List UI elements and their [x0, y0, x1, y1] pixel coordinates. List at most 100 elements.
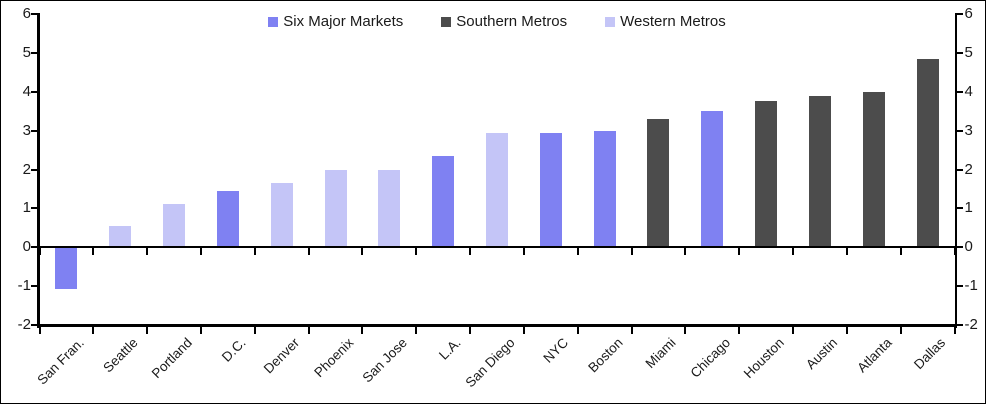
x-label-miami: Miami	[643, 335, 680, 372]
y-label-left-4: 4	[22, 82, 31, 100]
bar-houston	[755, 101, 778, 248]
x-tick-bottom-12	[684, 327, 687, 334]
legend-swatch-icon	[605, 16, 616, 27]
x-label-nyc: NYC	[540, 335, 572, 366]
x-tick-bottom-5	[307, 327, 310, 334]
x-label-chicago: Chicago	[687, 335, 733, 381]
x-tick-zero-11	[630, 248, 633, 256]
bar-boston	[593, 130, 616, 248]
x-tick-zero-6	[361, 248, 364, 256]
x-tick-zero-16	[899, 248, 902, 256]
y-tick-left-5	[30, 51, 37, 54]
x-label-san-diego: San Diego	[462, 335, 518, 391]
y-tick-left--1	[30, 285, 37, 288]
y-tick-right-5	[956, 51, 963, 54]
y-label-right--1: -1	[964, 277, 978, 295]
x-label-houston: Houston	[740, 335, 787, 382]
y-label-right-6: 6	[964, 5, 973, 22]
y-label-right-0: 0	[964, 238, 973, 256]
bar-austin	[808, 95, 831, 248]
x-label-san-jose: San Jose	[359, 335, 410, 386]
x-label-austin: Austin	[803, 335, 841, 373]
x-tick-bottom-15	[845, 327, 848, 334]
bar-portland	[163, 204, 186, 248]
y-label-left-0: 0	[22, 238, 31, 256]
y-tick-right-6	[956, 13, 963, 15]
x-label-phoenix: Phoenix	[311, 335, 357, 381]
x-tick-zero-14	[792, 248, 795, 256]
x-axis-bottom	[36, 324, 957, 327]
x-tick-zero-0	[38, 248, 41, 256]
y-label-left-1: 1	[22, 199, 31, 217]
bar-chicago	[701, 111, 724, 248]
legend-swatch-icon	[268, 16, 279, 27]
x-tick-zero-2	[146, 248, 149, 256]
x-tick-bottom-6	[361, 327, 364, 334]
x-tick-bottom-1	[92, 327, 95, 334]
x-label-portland: Portland	[148, 335, 195, 382]
chart-legend: Six Major Markets Southern Metros Western …	[39, 13, 955, 30]
bar-d-c	[216, 190, 239, 248]
x-label-seattle: Seattle	[100, 335, 141, 376]
x-label-l-a: L.A.	[436, 335, 464, 363]
x-tick-zero-13	[738, 248, 741, 256]
legend-item-western-metros: Western Metros	[605, 13, 726, 30]
x-tick-zero-3	[199, 248, 202, 256]
y-tick-left-3	[30, 129, 37, 132]
y-tick-left-1	[30, 207, 37, 210]
y-label-right-2: 2	[964, 160, 973, 178]
y-label-left-3: 3	[22, 121, 31, 139]
y-tick-right-4	[956, 90, 963, 93]
y-tick-right-3	[956, 129, 963, 132]
x-tick-zero-7	[415, 248, 418, 256]
y-label-right-5: 5	[964, 43, 973, 61]
y-tick-right-2	[956, 168, 963, 171]
x-tick-zero-17	[953, 248, 956, 256]
bar-san-jose	[378, 169, 401, 248]
x-tick-zero-4	[253, 248, 256, 256]
x-tick-bottom-4	[253, 327, 256, 334]
x-tick-bottom-8	[469, 327, 472, 334]
y-label-left-2: 2	[22, 160, 31, 178]
x-tick-zero-12	[684, 248, 687, 256]
x-tick-bottom-10	[576, 327, 579, 334]
x-tick-bottom-13	[738, 327, 741, 334]
x-tick-zero-9	[522, 248, 525, 256]
x-tick-bottom-3	[199, 327, 202, 334]
bar-dallas	[916, 58, 939, 248]
y-axis-right	[954, 13, 957, 328]
y-tick-left-6	[30, 13, 37, 15]
bar-phoenix	[324, 169, 347, 248]
x-tick-bottom-16	[899, 327, 902, 334]
y-label-left--1: -1	[17, 277, 31, 295]
x-label-san-fran: San Fran.	[34, 335, 88, 388]
legend-item-six-major-markets: Six Major Markets	[268, 13, 403, 30]
y-axis-left	[36, 13, 40, 328]
legend-swatch-icon	[441, 16, 452, 27]
x-tick-bottom-9	[522, 327, 525, 334]
bar-atlanta	[862, 91, 885, 248]
bar-denver	[270, 183, 293, 248]
y-label-right-1: 1	[964, 199, 973, 217]
y-label-left-5: 5	[22, 43, 31, 61]
bar-san-fran	[55, 248, 78, 290]
legend-label: Western Metros	[620, 13, 726, 30]
x-tick-bottom-17	[953, 327, 956, 334]
y-tick-right--2	[956, 324, 963, 326]
y-label-left--2: -2	[17, 316, 31, 333]
x-tick-bottom-14	[792, 327, 795, 334]
x-tick-zero-5	[307, 248, 310, 256]
x-tick-zero-8	[469, 248, 472, 256]
x-tick-zero-15	[845, 248, 848, 256]
x-tick-bottom-11	[630, 327, 633, 334]
legend-label: Six Major Markets	[283, 13, 404, 30]
legend-item-southern-metros: Southern Metros	[441, 13, 567, 30]
y-tick-right--1	[956, 285, 963, 288]
zero-line	[36, 246, 957, 249]
legend-label: Southern Metros	[456, 13, 568, 30]
x-label-denver: Denver	[260, 335, 303, 377]
x-tick-bottom-0	[38, 327, 41, 334]
bar-seattle	[109, 225, 132, 248]
bar-nyc	[539, 132, 562, 248]
